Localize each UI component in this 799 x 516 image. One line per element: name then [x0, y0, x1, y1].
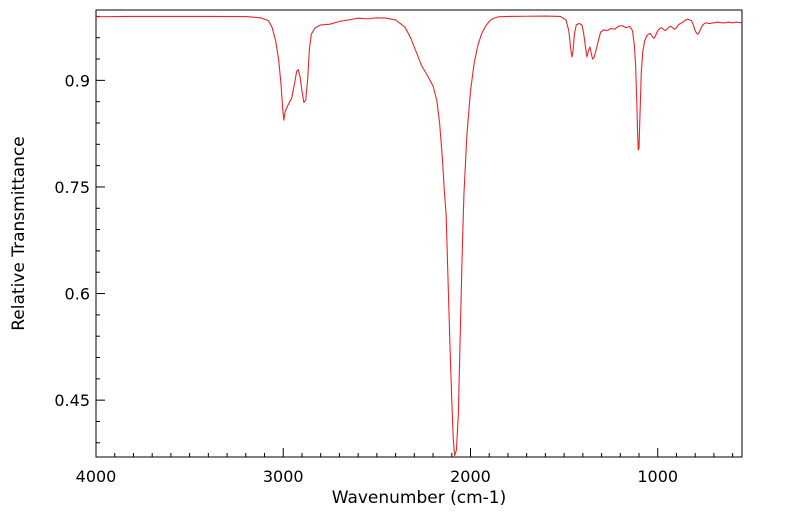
axis-ticks: [95, 15, 734, 457]
x-tick-label: 2000: [450, 467, 491, 486]
spectrum-line: [95, 15, 743, 457]
plot-frame: [95, 9, 743, 458]
y-tick-label: 0.45: [54, 391, 90, 410]
x-tick-label: 4000: [76, 467, 117, 486]
x-tick-label: 3000: [263, 467, 304, 486]
y-tick-label: 0.6: [65, 285, 90, 304]
tick-labels: 4000 3000 2000 1000 0.9 0.75 0.6 0.45: [54, 71, 678, 486]
y-tick-label: 0.9: [65, 71, 90, 90]
y-axis-title: Relative Transmittance: [9, 136, 29, 331]
y-tick-label: 0.75: [54, 178, 90, 197]
x-tick-label: 1000: [637, 467, 678, 486]
x-axis-title: Wavenumber (cm-1): [332, 488, 507, 508]
